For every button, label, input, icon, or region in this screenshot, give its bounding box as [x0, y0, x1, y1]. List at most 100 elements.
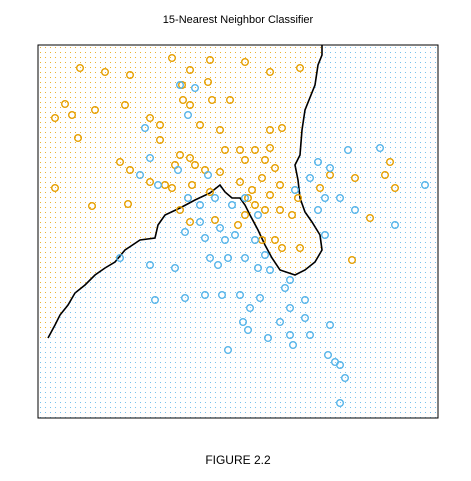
data-point [87, 201, 96, 210]
data-point [135, 170, 144, 179]
data-point [235, 291, 244, 300]
data-point [250, 200, 259, 209]
data-point [185, 217, 194, 226]
data-point [187, 180, 196, 189]
data-point [153, 180, 162, 189]
decision-boundary [47, 45, 323, 339]
data-point [180, 227, 189, 236]
data-point [266, 125, 275, 134]
data-point [178, 95, 187, 104]
data-point [243, 193, 252, 202]
data-point [276, 180, 285, 189]
data-point [185, 153, 194, 162]
data-point [336, 361, 345, 370]
data-point [75, 63, 84, 72]
data-point [51, 113, 60, 122]
data-point [348, 256, 357, 265]
data-point [213, 261, 222, 270]
data-point [301, 314, 310, 323]
data-point [225, 95, 234, 104]
data-point [100, 67, 109, 76]
data-point [227, 200, 236, 209]
data-point [276, 318, 285, 327]
data-point [376, 143, 385, 152]
data-point [288, 210, 297, 219]
data-point [205, 253, 214, 262]
data-point [301, 296, 310, 305]
data-point [235, 177, 244, 186]
data-point [306, 331, 315, 340]
data-point [180, 294, 189, 303]
data-point [120, 100, 129, 109]
data-point [203, 170, 212, 179]
data-point [266, 67, 275, 76]
data-point [253, 210, 262, 219]
data-point [294, 193, 303, 202]
data-point [261, 205, 270, 214]
data-point [210, 215, 219, 224]
data-point [291, 185, 300, 194]
data-point [314, 157, 323, 166]
data-point [190, 83, 199, 92]
data-point [289, 341, 298, 350]
data-point [123, 199, 132, 208]
data-point [90, 105, 99, 114]
data-point [167, 54, 176, 63]
data-point [266, 266, 275, 275]
data-point [276, 205, 285, 214]
data-point [145, 261, 154, 270]
data-point [140, 123, 149, 132]
data-point [366, 213, 375, 222]
data-point [170, 264, 179, 273]
data-point [253, 264, 262, 273]
data-point [421, 180, 430, 189]
data-point [326, 163, 335, 172]
data-point [286, 331, 295, 340]
data-point [167, 183, 176, 192]
data-point [220, 145, 229, 154]
data-point [67, 110, 76, 119]
data-point [185, 65, 194, 74]
data-point [175, 80, 184, 89]
data-point [205, 56, 214, 65]
data-point [115, 253, 124, 262]
data-point [336, 193, 345, 202]
data-point [314, 205, 323, 214]
data-point [73, 133, 82, 142]
data-point [386, 157, 395, 166]
data-point [341, 374, 350, 383]
data-point [185, 100, 194, 109]
data-point [220, 235, 229, 244]
data-point [264, 334, 273, 343]
data-point [51, 183, 60, 192]
data-point [150, 296, 159, 305]
data-point [321, 193, 330, 202]
data-point [286, 276, 295, 285]
data-point [233, 220, 242, 229]
data-point [145, 153, 154, 162]
data-point [145, 177, 154, 186]
data-point [250, 235, 259, 244]
data-point [351, 205, 360, 214]
data-point [247, 185, 256, 194]
data-point [195, 217, 204, 226]
data-point [344, 145, 353, 154]
data-point [115, 157, 124, 166]
data-point [215, 223, 224, 232]
data-point [391, 183, 400, 192]
data-point [240, 210, 249, 219]
data-point [266, 190, 275, 199]
data-point [240, 155, 249, 164]
data-point [235, 145, 244, 154]
data-point [205, 187, 214, 196]
plot-frame [37, 44, 439, 419]
data-point [281, 284, 290, 293]
data-point [238, 318, 247, 327]
data-point [215, 167, 224, 176]
data-point [316, 183, 325, 192]
data-point [210, 193, 219, 202]
data-point [173, 165, 182, 174]
data-point [217, 291, 226, 300]
data-point [200, 291, 209, 300]
data-point [278, 243, 287, 252]
